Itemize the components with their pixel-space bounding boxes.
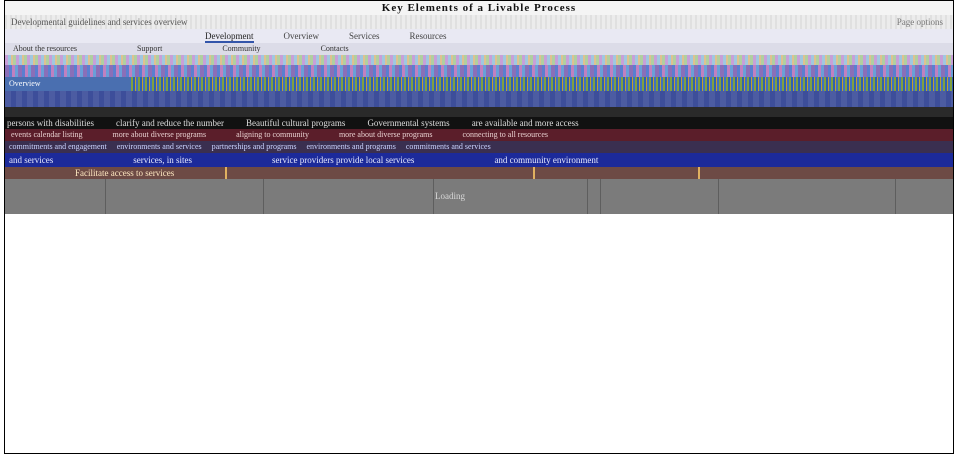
content-cell: services, in sites	[133, 155, 192, 165]
page-title: Key Elements of a Livable Process	[5, 1, 953, 16]
meta-link-resources[interactable]: About the resources	[13, 44, 77, 53]
empty-content-area	[5, 214, 953, 453]
panel-divider	[895, 179, 896, 214]
content-cell: more about diverse programs	[338, 130, 433, 139]
status-panel: Loading	[5, 179, 953, 214]
panel-divider	[718, 179, 719, 214]
page-options-link[interactable]: Page options	[896, 17, 943, 27]
content-cell: events calendar listing	[11, 130, 83, 139]
content-cell: clarify and reduce the number	[116, 118, 224, 128]
overview-bar: Overview	[5, 77, 953, 91]
panel-divider	[600, 179, 601, 214]
content-cell: and community environment	[494, 155, 599, 165]
content-cell: Facilitate access to services	[75, 168, 175, 178]
content-cell: service providers provide local services	[271, 155, 415, 165]
tab-resources[interactable]: Resources	[409, 31, 447, 41]
content-cell: Beautiful cultural programs	[245, 118, 346, 128]
meta-link-support[interactable]: Support	[136, 44, 163, 53]
decorative-band	[5, 55, 953, 65]
cell-divider	[533, 167, 535, 179]
decorative-band	[5, 65, 953, 77]
browser-window: Key Elements of a Livable Process Develo…	[4, 0, 954, 454]
content-cell: environments and programs	[306, 142, 396, 151]
content-row-2: events calendar listing more about diver…	[5, 129, 953, 141]
panel-divider	[433, 179, 434, 214]
content-cell: connecting to all resources	[462, 130, 549, 139]
tab-overview[interactable]: Overview	[283, 31, 320, 41]
content-row-3: commitments and engagement environments …	[5, 141, 953, 153]
meta-link-community[interactable]: Community	[222, 44, 261, 53]
blue-band	[5, 91, 953, 107]
content-cell: more about diverse programs	[112, 130, 207, 139]
content-row-4: and services services, in sites service …	[5, 153, 953, 167]
content-cell: environments and services	[116, 142, 202, 151]
content-row-1: persons with disabilities clarify and re…	[5, 117, 953, 129]
subtitle-bar: Developmental guidelines and services ov…	[5, 15, 953, 29]
status-text: Loading	[435, 191, 465, 201]
content-cell: Governmental systems	[367, 118, 450, 128]
content-cell: commitments and services	[405, 142, 491, 151]
panel-divider	[587, 179, 588, 214]
dark-band	[5, 107, 953, 117]
content-cell: commitments and engagement	[9, 142, 107, 151]
tab-development[interactable]: Development	[205, 31, 254, 43]
overview-bar-label: Overview	[5, 77, 130, 91]
content-cell: persons with disabilities	[7, 118, 94, 128]
content-cell: are available and more access	[471, 118, 579, 128]
content-row-5: Facilitate access to services	[5, 167, 953, 179]
meta-nav: About the resources Support Community Co…	[5, 43, 953, 55]
cell-divider	[225, 167, 227, 179]
meta-link-contacts[interactable]: Contacts	[320, 44, 349, 53]
cell-divider	[698, 167, 700, 179]
content-cell: and services	[9, 155, 54, 165]
content-cell: partnerships and programs	[211, 142, 297, 151]
content-cell: aligning to community	[236, 130, 309, 139]
tab-services[interactable]: Services	[349, 31, 380, 41]
tab-bar: Development Overview Services Resources	[5, 29, 953, 43]
subtitle-text: Developmental guidelines and services ov…	[11, 17, 188, 27]
panel-divider	[105, 179, 106, 214]
panel-divider	[263, 179, 264, 214]
